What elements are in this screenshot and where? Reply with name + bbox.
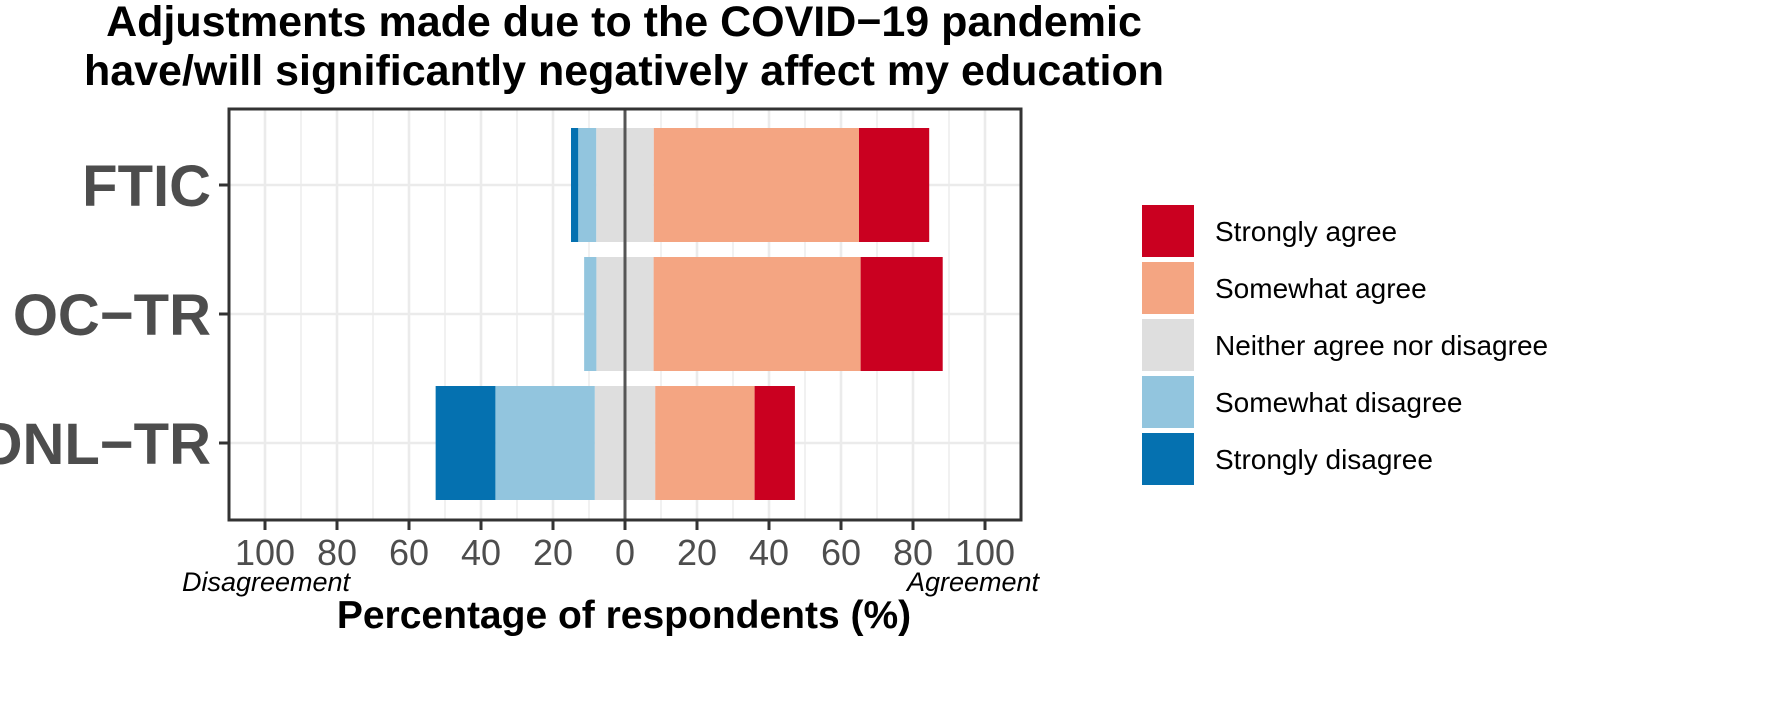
legend-key-neither-agree-nor-disagree xyxy=(1142,319,1194,371)
bar-ftic-strongly-agree xyxy=(859,128,930,242)
category-label-onl-tr: ONL−TR xyxy=(0,412,211,477)
bar-onl-tr-strongly-disagree xyxy=(435,386,496,500)
legend-key-strongly-disagree xyxy=(1142,433,1194,485)
category-label-ftic: FTIC xyxy=(82,154,211,219)
legend-label-strongly-disagree: Strongly disagree xyxy=(1215,444,1433,475)
bar-oc-tr-somewhat-disagree xyxy=(584,257,597,371)
chart-title-line-1: Adjustments made due to the COVID−19 pan… xyxy=(106,0,1142,46)
y-axis: FTIC OC−TR ONL−TR xyxy=(0,154,229,477)
bar-ftic-somewhat-disagree xyxy=(578,128,597,242)
x-axis-title: Percentage of respondents (%) xyxy=(337,594,911,637)
x-tick-label: 100 xyxy=(235,532,295,573)
agreement-annotation: Agreement xyxy=(905,567,1041,597)
legend-key-somewhat-disagree xyxy=(1142,376,1194,428)
bar-oc-tr-strongly-agree xyxy=(860,257,943,371)
x-tick-label: 20 xyxy=(533,532,573,573)
x-tick-label: 0 xyxy=(615,532,635,573)
legend-label-somewhat-disagree: Somewhat disagree xyxy=(1215,387,1462,418)
legend: Strongly agree Somewhat agree Neither agre… xyxy=(1142,205,1548,485)
chart-title-line-2: have/will significantly negatively affec… xyxy=(84,47,1164,95)
legend-label-strongly-agree: Strongly agree xyxy=(1215,216,1397,247)
x-tick-label: 60 xyxy=(821,532,861,573)
disagreement-annotation: Disagreement xyxy=(182,567,352,597)
bar-oc-tr-somewhat-agree xyxy=(653,257,861,371)
category-label-oc-tr: OC−TR xyxy=(13,283,211,348)
bar-onl-tr-strongly-agree xyxy=(754,386,795,500)
x-tick-label: 60 xyxy=(389,532,429,573)
x-axis: 100 80 60 40 20 0 20 40 60 80 100 xyxy=(235,520,1015,573)
legend-key-somewhat-agree xyxy=(1142,262,1194,314)
legend-key-strongly-agree xyxy=(1142,205,1194,257)
bar-onl-tr-somewhat-agree xyxy=(655,386,755,500)
x-tick-label: 40 xyxy=(749,532,789,573)
legend-label-somewhat-agree: Somewhat agree xyxy=(1215,273,1427,304)
x-tick-label: 40 xyxy=(461,532,501,573)
x-tick-label: 20 xyxy=(677,532,717,573)
bar-ftic-strongly-disagree xyxy=(571,128,579,242)
x-tick-label: 100 xyxy=(955,532,1015,573)
x-tick-label: 80 xyxy=(893,532,933,573)
x-tick-label: 80 xyxy=(317,532,357,573)
legend-label-neither-agree-nor-disagree: Neither agree nor disagree xyxy=(1215,330,1548,361)
bar-onl-tr-somewhat-disagree xyxy=(495,386,595,500)
bar-ftic-somewhat-agree xyxy=(653,128,859,242)
